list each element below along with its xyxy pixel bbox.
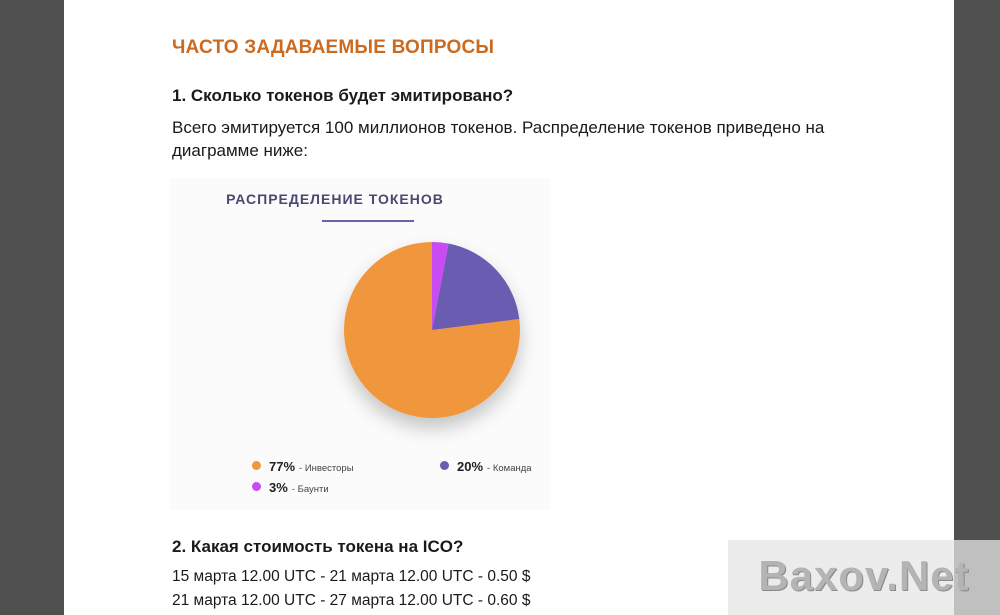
legend-investors: 77% - Инвесторы (252, 459, 354, 474)
price-line-2: 21 марта 12.00 UTC - 27 марта 12.00 UTC … (172, 592, 531, 609)
legend-dot-bounty (252, 482, 261, 491)
legend-pct-team: 20% (457, 459, 484, 474)
legend-dot-investors (252, 461, 261, 470)
legend-label-investors: - Инвесторы (299, 463, 354, 474)
faq-heading: ЧАСТО ЗАДАВАЕМЫЕ ВОПРОСЫ (172, 37, 495, 58)
chart-title: РАСПРЕДЕЛЕНИЕ ТОКЕНОВ (226, 191, 444, 207)
legend-label-team-text: Команда (492, 463, 532, 474)
document-page: ЧАСТО ЗАДАВАЕМЫЕ ВОПРОСЫ 1. Сколько токе… (64, 0, 954, 615)
question-1: 1. Сколько токенов будет эмитировано? (172, 86, 514, 105)
legend-dot-team (440, 461, 449, 470)
watermark: Baxov.Net (728, 540, 1000, 615)
watermark-text: Baxov.Net (758, 552, 970, 599)
legend-label-investors-text: Инвесторы (304, 463, 354, 474)
token-distribution-chart: РАСПРЕДЕЛЕНИЕ ТОКЕНОВ 77% - Инвесторы 20… (170, 178, 550, 510)
question-2: 2. Какая стоимость токена на ICO? (172, 537, 464, 556)
legend-pct-bounty: 3% (269, 480, 288, 495)
pie-slice-team (432, 243, 520, 330)
chart-title-underline (322, 220, 414, 222)
pie-chart-svg (344, 242, 520, 418)
legend-label-bounty: - Баунти (291, 484, 329, 495)
legend-pct-investors: 77% (269, 459, 296, 474)
answer-1: Всего эмитируется 100 миллионов токенов.… (172, 118, 825, 160)
price-line-1: 15 марта 12.00 UTC - 21 марта 12.00 UTC … (172, 568, 531, 585)
legend-label-team: - Команда (487, 463, 532, 474)
legend-team: 20% - Команда (440, 459, 532, 474)
pie-slice-bounty (432, 242, 449, 330)
legend-label-bounty-text: Баунти (297, 484, 329, 495)
legend-bounty: 3% - Баунти (252, 480, 329, 495)
